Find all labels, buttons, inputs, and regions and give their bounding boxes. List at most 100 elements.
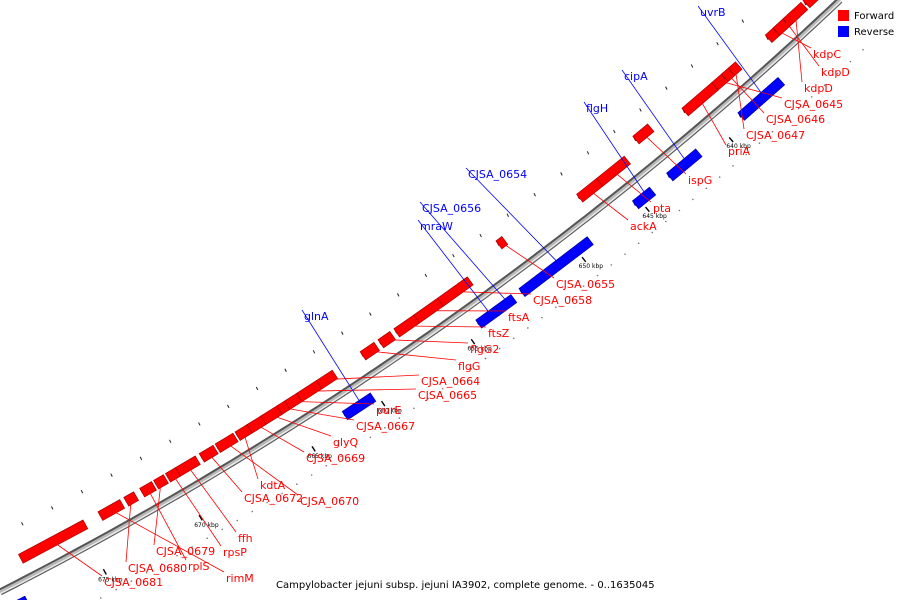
minor-tick: [624, 253, 626, 255]
minor-tick: [310, 474, 313, 476]
minor-tick: [161, 563, 163, 566]
minor-tick: [718, 176, 721, 178]
gene-label-leader: [419, 201, 506, 300]
gene-label-leader: [111, 509, 225, 573]
genome-caption: Campylobacter jejuni subsp. jejuni IA390…: [276, 580, 655, 591]
gene-label: CJSA_0681: [104, 576, 163, 589]
gene-label: CJSA_0679: [156, 545, 215, 558]
gene-label-leader: [583, 101, 645, 193]
minor-tick: [139, 456, 143, 461]
minor-tick: [236, 519, 239, 522]
minor-tick: [741, 19, 744, 23]
gene-label-leader: [734, 68, 745, 130]
gene-label: CJSA_0680: [128, 562, 187, 575]
kbp-tick: [380, 400, 386, 407]
gene-block-glnA[interactable]: [341, 392, 377, 421]
gene-label: CJSA_0667: [356, 420, 415, 433]
minor-tick: [639, 108, 642, 112]
minor-tick: [732, 165, 734, 167]
gene-label-leader: [777, 30, 812, 49]
minor-tick: [441, 387, 444, 390]
minor-tick: [99, 597, 102, 599]
gene-block-CJSA_0681[interactable]: [18, 519, 89, 564]
minor-tick: [396, 293, 400, 297]
minor-tick: [427, 397, 430, 400]
legend-reverse-swatch: [838, 26, 849, 37]
gene-label: flgG2: [470, 343, 499, 356]
minor-tick: [849, 60, 852, 63]
minor-tick: [341, 331, 344, 335]
minor-tick: [266, 501, 268, 504]
gene-label: flgH: [586, 102, 608, 115]
kbp-tick: [581, 256, 587, 263]
gene-block-kdpD[interactable]: [782, 1, 809, 27]
minor-tick: [745, 153, 748, 156]
gene-label-leader: [465, 167, 557, 262]
gene-label-leader: [369, 350, 457, 361]
minor-tick: [51, 506, 54, 510]
minor-tick: [110, 473, 113, 477]
minor-tick: [512, 337, 515, 340]
minor-tick: [227, 404, 230, 409]
gene-label-leader: [699, 99, 727, 146]
gene-label: ftsA: [508, 311, 530, 324]
minor-tick: [533, 192, 536, 197]
gene-label-leader: [720, 80, 783, 99]
gene-block-ackA[interactable]: [576, 178, 604, 203]
gene-label: flgG: [458, 360, 480, 373]
minor-tick: [582, 285, 585, 287]
gene-label: kdtA: [260, 479, 286, 492]
kbp-tick: [102, 568, 107, 575]
minor-tick: [198, 422, 201, 426]
minor-tick: [145, 571, 148, 574]
gene-block-edge-reverse[interactable]: [7, 595, 30, 600]
minor-tick: [369, 436, 372, 439]
minor-tick: [340, 455, 342, 458]
gene-label: ispG: [688, 174, 712, 187]
gene-block-CJSA_0654[interactable]: [518, 236, 594, 298]
gene-block-CJSA_0680[interactable]: [123, 491, 140, 507]
minor-tick: [281, 492, 283, 495]
minor-tick: [354, 446, 357, 448]
minor-tick: [255, 386, 259, 391]
gene-block-priA[interactable]: [681, 82, 719, 117]
gene-label-leader: [283, 407, 355, 421]
gene-label: ackA: [630, 220, 657, 233]
minor-tick: [784, 119, 787, 121]
minor-tick: [498, 347, 501, 350]
gene-block-uvrB[interactable]: [737, 76, 786, 121]
minor-tick: [456, 377, 458, 380]
gene-label-leader: [386, 339, 469, 344]
gene-label-leader: [147, 489, 187, 561]
gene-block-cipA[interactable]: [666, 148, 703, 182]
legend-forward-swatch: [838, 10, 849, 21]
gene-label-leader: [327, 374, 420, 380]
gene-label: cipA: [624, 70, 648, 83]
gene-block-ffh[interactable]: [174, 455, 201, 477]
minor-tick: [21, 522, 24, 526]
gene-label-leader: [613, 170, 652, 203]
gene-label-leader: [226, 442, 299, 496]
minor-tick: [115, 588, 117, 591]
gene-label-leader: [125, 498, 132, 563]
gene-block-CJSA_0679[interactable]: [153, 474, 169, 490]
gene-block-flgH[interactable]: [631, 186, 657, 210]
kbp-label: 675 kbp: [98, 576, 123, 583]
kbp-tick: [470, 338, 476, 345]
gene-block-edge-forward[interactable]: [802, 0, 830, 9]
kbp-tick: [311, 445, 316, 452]
minor-tick: [568, 295, 571, 298]
gene-block-rimM[interactable]: [97, 499, 126, 521]
gene-label: CJSA_0646: [766, 113, 825, 126]
gene-label-leader: [271, 414, 332, 437]
gene-block-pta[interactable]: [595, 155, 631, 187]
gene-label: CJSA_0665: [418, 389, 477, 402]
gene-block-mraW[interactable]: [475, 305, 502, 329]
minor-tick: [384, 426, 386, 429]
minor-tick: [80, 489, 84, 494]
kbp-label: 665 kbp: [308, 453, 333, 460]
gene-block-CJSA_0658[interactable]: [437, 276, 474, 307]
gene-label: CJSA_0669: [306, 452, 365, 465]
minor-tick: [678, 209, 681, 212]
